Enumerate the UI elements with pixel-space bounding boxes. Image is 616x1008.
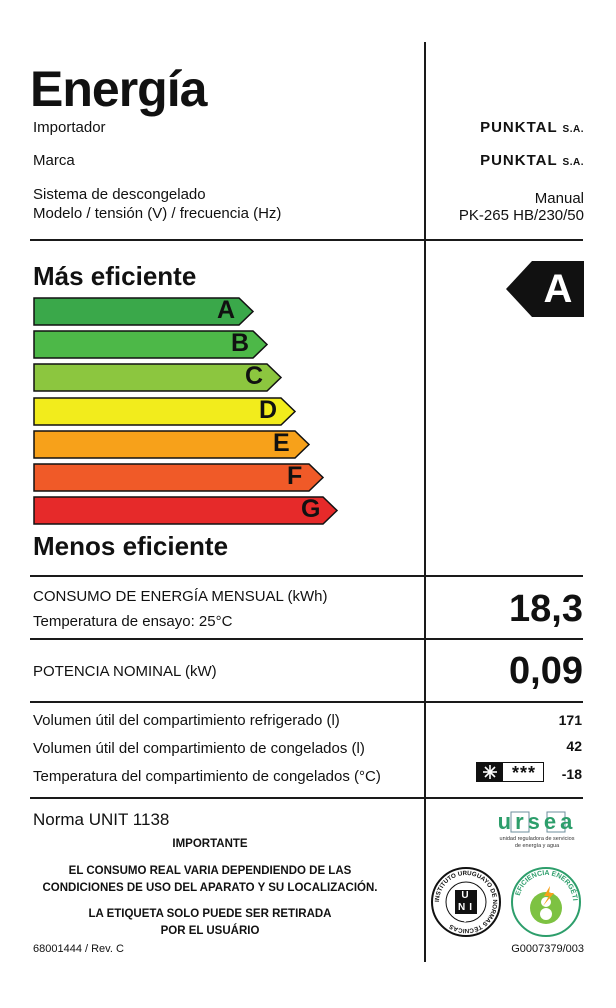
unit-seal-icon: INSTITUTO URUGUAYO DE NORMAS TÉCNICAS UN… [430,866,502,938]
energy-efficiency-seal: EFICIENCIA ENERGÉTICA [507,861,581,937]
freezer-temperature-label: Temperatura del compartimiento de congel… [33,768,381,785]
freezer-volume-value: 42 [566,738,582,754]
power-value: 0,09 [509,650,583,692]
efficiency-bar-shape [33,396,297,426]
label-title: Energía [30,61,207,117]
efficiency-bar-shape [33,496,339,525]
notice-1-line-2: CONDICIONES DE USO DEL APARATO Y SU LOCA… [42,882,378,894]
reference-left: 68001444 / Rev. C [33,943,124,955]
efficiency-bar-g: G [33,495,339,525]
ursea-logo: ursea unidad reguladora de servicios de … [490,809,584,849]
efficiency-bar-shape [33,463,325,492]
efficiency-bar-letter: D [259,395,278,424]
rating-letter: A [543,267,573,311]
efficiency-bar-letter: B [231,329,250,358]
importer-value: PUNKTAL S.A. [480,119,584,136]
importer-name: PUNKTAL [480,119,558,136]
consumption-label: CONSUMO DE ENERGÍA MENSUAL (kWh) [33,588,328,605]
freezer-star-rating-icon: *** [476,762,544,783]
divider-2 [30,575,583,577]
unit-seal-letters: UNIT [458,890,476,925]
efficiency-bar-letter: G [301,495,321,524]
divider-5 [30,797,583,799]
star-rating-box [476,762,544,782]
efficiency-bar-shape [33,297,255,326]
fridge-volume-value: 171 [558,712,582,728]
efficiency-bar-shape [33,363,283,393]
efficiency-bar-f: F [33,462,325,492]
important-title: IMPORTANTE [172,838,248,850]
ursea-logo-mark [510,811,566,833]
test-temperature-label: Temperatura de ensayo: 25°C [33,613,233,630]
efficiency-bar-d: D [33,395,297,426]
unit-seal: INSTITUTO URUGUAYO DE NORMAS TÉCNICAS [431,867,501,937]
power-label: POTENCIA NOMINAL (kW) [33,663,217,680]
model-label: Modelo / tensión (V) / frecuencia (Hz) [33,205,282,222]
divider-3 [30,638,583,640]
efficiency-bar-shape [33,330,269,359]
efficiency-bar-c: C [33,362,283,393]
ursea-wordmark: ursea [497,809,577,834]
efficiency-bar-a: A [33,296,255,326]
freezer-temperature-value: -18 [561,766,582,782]
notice-2-line-2: POR EL USUÁRIO [160,925,260,937]
consumption-value: 18,3 [509,588,583,630]
brand-label: Marca [33,152,75,169]
freezer-stars: *** [511,763,536,783]
fridge-volume-label: Volumen útil del compartimiento refriger… [33,712,340,729]
efficiency-bar-letter: F [287,462,303,490]
energy-efficiency-seal-icon: EFICIENCIA ENERGÉTICA [507,861,582,938]
vertical-divider [424,42,426,962]
norma-label: Norma UNIT 1138 [33,810,170,829]
divider-1 [30,239,583,241]
least-efficient-label: Menos eficiente [33,531,229,561]
notice-2-line-1: LA ETIQUETA SOLO PUEDE SER RETIRADA [88,908,332,920]
brand-name: PUNKTAL [480,152,558,169]
notice-1-line-1: EL CONSUMO REAL VARIA DEPENDIENDO DE LAS [68,865,352,877]
divider-4 [30,701,583,703]
defrost-label: Sistema de descongelado [33,186,206,203]
efficiency-bar-letter: E [273,428,290,457]
brand-value: PUNKTAL S.A. [480,152,584,169]
efficiency-bar-letter: A [217,296,236,324]
efficiency-bar-letter: C [245,362,264,391]
efficiency-bar-shape [33,430,311,459]
efficiency-bar-e: E [33,428,311,459]
importer-label: Importador [33,119,106,136]
reference-right: G0007379/003 [511,943,584,955]
defrost-value: Manual [534,190,584,207]
importer-suffix: S.A. [562,124,584,135]
model-value: PK-265 HB/230/50 [458,207,584,224]
freezer-volume-label: Volumen útil del compartimiento de conge… [33,740,365,757]
brand-suffix: S.A. [562,157,584,168]
efficiency-bar-b: B [33,329,269,359]
ursea-subtitle-1: unidad reguladora de servicios [499,836,575,842]
rating-arrow: A [506,261,584,317]
most-efficient-label: Más eficiente [33,261,197,291]
rating-arrow-shape [506,261,584,317]
ursea-subtitle-2: de energía y agua [514,843,560,849]
